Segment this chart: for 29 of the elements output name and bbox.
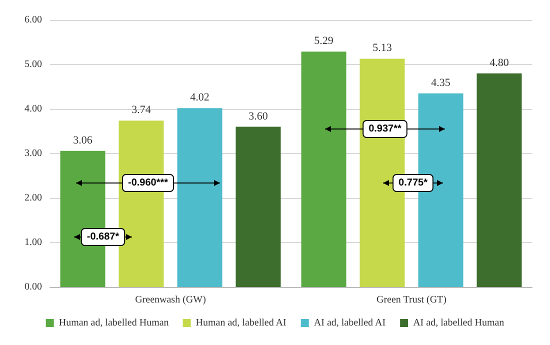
legend-label: AI ad, labelled Human xyxy=(413,318,504,328)
y-tick-label: 1.00 xyxy=(24,237,42,248)
annotation: 0.937** xyxy=(368,124,402,134)
bar xyxy=(301,52,346,287)
data-label: 4.02 xyxy=(190,92,210,104)
x-tick-label: Greenwash (GW) xyxy=(135,294,206,306)
y-tick-label: 2.00 xyxy=(24,192,42,204)
data-label: 3.74 xyxy=(132,104,152,116)
x-tick-label: Green Trust (GT) xyxy=(376,294,446,306)
data-label: 5.29 xyxy=(314,35,334,48)
annotation: -0.960*** xyxy=(128,178,168,188)
y-tick-label: 0.00 xyxy=(24,282,42,292)
annotation: -0.687* xyxy=(86,232,120,242)
data-label: 3.60 xyxy=(248,110,268,122)
data-label: 3.06 xyxy=(73,134,93,146)
y-tick-label: 3.00 xyxy=(24,148,42,159)
annotation: 0.775* xyxy=(398,178,428,188)
bar xyxy=(476,73,522,287)
y-tick-label: 5.00 xyxy=(24,59,42,70)
legend-label: Human ad, labelled Human xyxy=(58,318,169,328)
bar xyxy=(177,108,222,287)
y-tick-label: 4.00 xyxy=(24,104,42,114)
data-label: 4.80 xyxy=(490,56,510,69)
bar xyxy=(236,126,281,287)
y-tick-label: 6.00 xyxy=(24,14,42,26)
legend-label: AI ad, labelled AI xyxy=(314,318,386,328)
legend-label: Human ad, labelled AI xyxy=(196,318,286,328)
data-label: 5.13 xyxy=(372,42,392,54)
data-label: 4.35 xyxy=(431,76,451,89)
